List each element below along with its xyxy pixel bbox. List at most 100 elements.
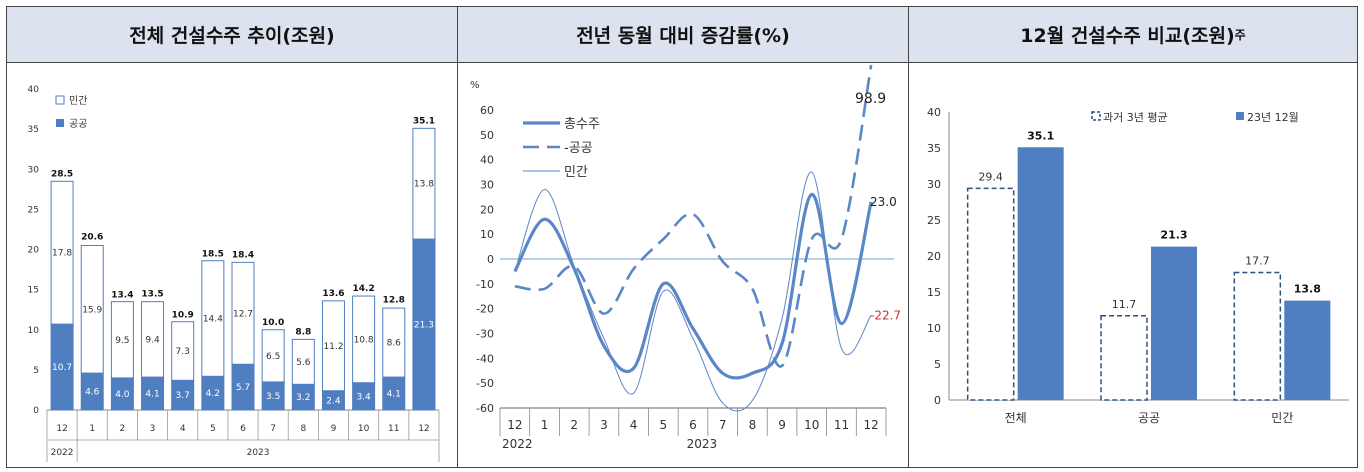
- x-tick-label: 7: [719, 418, 727, 432]
- y-tick-label: 10: [28, 326, 40, 336]
- y-tick-label: 5: [33, 366, 39, 376]
- x-tick-label: 12: [864, 418, 879, 432]
- data-label-public: 10.7: [52, 363, 72, 373]
- end-label-public: 98.9: [855, 91, 886, 107]
- legend-label-public: 공공: [69, 118, 87, 130]
- x-tick-label: 8: [749, 418, 757, 432]
- data-label-public: 3.7: [176, 391, 190, 401]
- end-label-total: 23.0: [870, 195, 897, 209]
- data-label-public: 3.2: [296, 393, 310, 403]
- x-tick-label: 1: [89, 424, 95, 434]
- bar-3yr-average: [966, 187, 1015, 401]
- bar-dec-2023: [1151, 246, 1197, 400]
- data-label-dec-2023: 13.8: [1294, 283, 1321, 296]
- bar-3yr-average: [1100, 315, 1148, 401]
- x-year-label: 2022: [502, 437, 533, 451]
- y-tick-label: 35: [927, 142, 941, 155]
- data-label-total: 18.5: [202, 250, 224, 260]
- y-tick-label: 10: [927, 322, 941, 335]
- x-tick-label: 5: [659, 418, 667, 432]
- y-tick-label: -60: [476, 402, 494, 415]
- bar-private: [110, 301, 134, 379]
- stacked-bar-chart: 051015202530354010.717.828.5124.615.920.…: [28, 85, 440, 462]
- data-label-public: 4.1: [145, 390, 159, 400]
- x-tick-label: 2: [120, 424, 126, 434]
- bar-dec-2023: [1284, 300, 1331, 400]
- bar-private: [321, 300, 345, 392]
- y-tick-label: 35: [28, 125, 39, 135]
- x-tick-label: 4: [180, 424, 186, 434]
- line-total-orders: [513, 192, 873, 380]
- bar-private: [50, 180, 74, 325]
- x-tick-label: 2: [570, 418, 578, 432]
- legend-swatch-3yr-average: [1091, 111, 1101, 121]
- legend-label-private: 민간: [69, 95, 87, 107]
- data-label-private: 8.6: [387, 339, 402, 349]
- data-label-private: 13.8: [414, 180, 434, 190]
- data-label-total: 20.6: [81, 233, 103, 243]
- bar-dec-2023: [1017, 147, 1064, 400]
- y-tick-label: -30: [476, 328, 494, 341]
- legend-public-label: -공공: [564, 141, 593, 156]
- y-tick-label: -20: [476, 303, 494, 316]
- y-tick-label: 40: [28, 85, 40, 95]
- data-label-total: 14.2: [353, 284, 375, 294]
- x-tick-label: 11: [388, 424, 399, 434]
- x-tick-label: 12: [418, 424, 429, 434]
- bar-private: [261, 329, 285, 383]
- legend-private-label: 민간: [564, 165, 588, 180]
- data-label-private: 5.6: [296, 358, 311, 368]
- x-year-label: 2023: [687, 437, 718, 451]
- y-tick-label: 40: [927, 106, 941, 119]
- data-label-total: 18.4: [232, 250, 254, 260]
- data-label-private: 12.7: [233, 309, 253, 319]
- bar-private: [382, 307, 406, 378]
- x-tick-label: 1: [541, 418, 549, 432]
- panel-title-text: 12월 건설수주 비교(조원): [1020, 25, 1235, 47]
- data-label-private: 14.4: [203, 315, 223, 325]
- bar-private: [80, 244, 104, 374]
- data-label-private: 9.5: [115, 336, 129, 346]
- bar-private: [171, 321, 195, 381]
- bar-private: [412, 127, 436, 240]
- y-tick-label: 25: [927, 214, 941, 227]
- data-label-3yr-average: 29.4: [978, 170, 1003, 183]
- legend-swatch-public: [56, 119, 64, 127]
- y-tick-label: 30: [28, 165, 40, 175]
- x-tick-label: 6: [240, 424, 246, 434]
- data-label-total: 8.8: [295, 327, 311, 337]
- x-tick-label: 12: [56, 424, 67, 434]
- y-tick-label: 30: [927, 178, 941, 191]
- x-tick-label: 11: [834, 418, 849, 432]
- panel-title-footnote-mark: 주: [1234, 28, 1246, 42]
- x-year-label: 2023: [247, 448, 270, 458]
- y-tick-label: -40: [476, 352, 494, 365]
- x-year-label: 2022: [51, 448, 74, 458]
- y-tick-label: 0: [487, 253, 494, 266]
- y-tick-label: 25: [28, 205, 39, 215]
- y-tick-label: 0: [934, 394, 941, 407]
- data-label-private: 7.3: [176, 347, 190, 357]
- line-public: [514, 64, 873, 368]
- data-label-dec-2023: 35.1: [1027, 129, 1054, 142]
- x-tick-label: 4: [630, 418, 638, 432]
- bar-private: [201, 260, 225, 377]
- data-label-total: 13.5: [141, 290, 163, 300]
- x-tick-label: 전체: [1005, 411, 1027, 425]
- legend-swatch-dec-2023: [1236, 112, 1244, 120]
- panel-title: 전년 동월 대비 증감률(%): [458, 7, 908, 63]
- panel-title-text: 전년 동월 대비 증감률(%): [576, 25, 790, 47]
- x-tick-label: 9: [778, 418, 786, 432]
- data-label-public: 21.3: [414, 321, 434, 331]
- data-label-private: 9.4: [145, 335, 160, 345]
- y-tick-label: 15: [927, 286, 941, 299]
- legend-swatch-private: [55, 95, 65, 105]
- bar-private: [352, 295, 376, 384]
- data-label-3yr-average: 17.7: [1245, 255, 1270, 268]
- data-label-private: 10.8: [354, 335, 374, 345]
- data-label-public: 4.2: [206, 389, 220, 399]
- y-tick-label: 30: [480, 179, 494, 192]
- x-tick-label: 7: [270, 424, 276, 434]
- panel-construction-orders-trend: 전체 건설수주 추이(조원) 0 5 10 15 20 25 30 35 40 10.7 17.8 2…: [6, 6, 458, 468]
